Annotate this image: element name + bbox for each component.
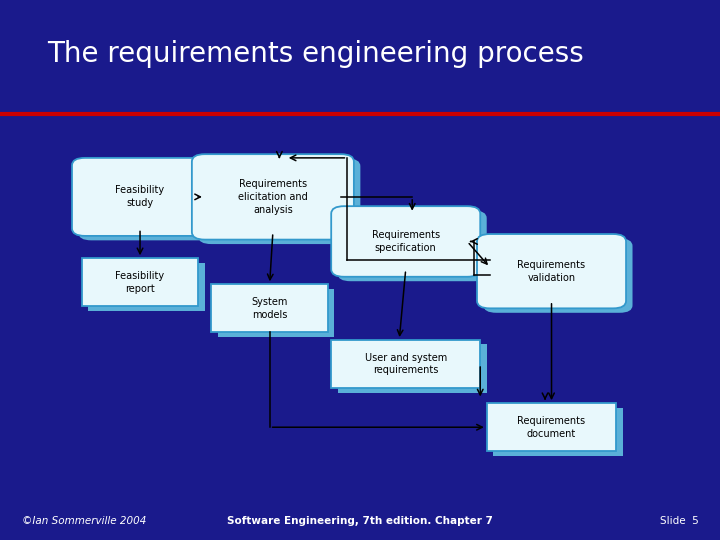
Text: Slide  5: Slide 5 [660,516,698,525]
FancyBboxPatch shape [199,159,361,244]
FancyBboxPatch shape [331,206,480,277]
FancyBboxPatch shape [82,258,198,307]
Text: System
models: System models [251,297,288,320]
FancyBboxPatch shape [72,158,208,236]
Text: Requirements
document: Requirements document [518,416,585,438]
Text: The requirements engineering process: The requirements engineering process [47,40,583,68]
Text: ©Ian Sommerville 2004: ©Ian Sommerville 2004 [22,516,146,525]
Text: Feasibility
report: Feasibility report [115,271,165,294]
FancyBboxPatch shape [338,211,487,281]
FancyBboxPatch shape [192,154,354,240]
FancyBboxPatch shape [484,239,633,313]
Text: Feasibility
study: Feasibility study [115,185,165,208]
Text: Requirements
elicitation and
analysis: Requirements elicitation and analysis [238,179,307,215]
FancyBboxPatch shape [218,289,335,337]
Text: Requirements
validation: Requirements validation [518,260,585,282]
FancyBboxPatch shape [338,345,487,393]
FancyBboxPatch shape [487,403,616,451]
FancyBboxPatch shape [78,163,215,240]
FancyBboxPatch shape [212,284,328,333]
FancyBboxPatch shape [89,262,205,311]
Text: Requirements
specification: Requirements specification [372,230,440,253]
FancyBboxPatch shape [331,340,480,388]
Text: Software Engineering, 7th edition. Chapter 7: Software Engineering, 7th edition. Chapt… [227,516,493,525]
FancyBboxPatch shape [477,234,626,308]
Text: User and system
requirements: User and system requirements [364,353,447,375]
FancyBboxPatch shape [493,408,623,456]
